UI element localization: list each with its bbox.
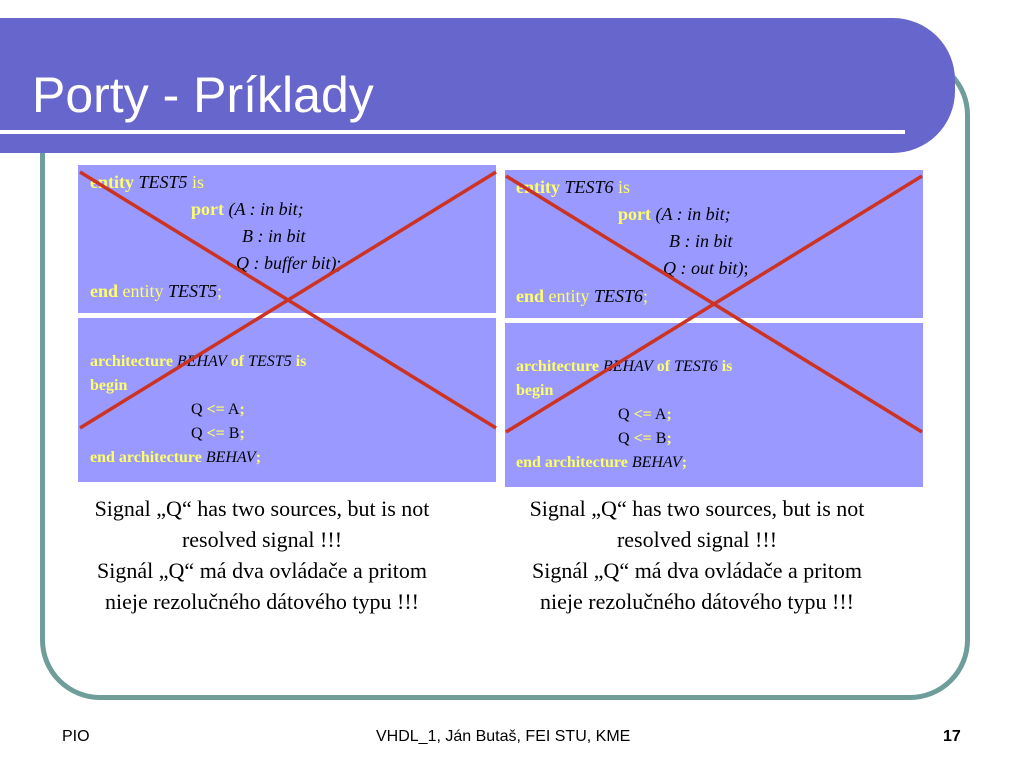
left-end-name: TEST5: [168, 281, 218, 301]
left-assign2-rhs: B: [228, 425, 240, 442]
right-assign2-semi: ;: [666, 430, 672, 447]
left-arch-is: is: [295, 353, 307, 370]
left-caption-line-1: Signal „Q“ has two sources, but is not: [94, 496, 430, 521]
right-port-b: B : in bit: [669, 231, 733, 251]
right-caption-line-4: nieje rezolučného dátového typu !!!: [540, 589, 854, 614]
left-caption: Signal „Q“ has two sources, but is not r…: [42, 493, 482, 617]
right-assign2-lhs: Q: [618, 430, 630, 447]
left-end-entity-keyword: entity: [122, 281, 164, 301]
footer-left: PIO: [62, 728, 90, 745]
left-port-end: ;: [336, 253, 342, 273]
title-underline: [0, 130, 905, 134]
page-number: 17: [943, 728, 961, 745]
left-end-semi: ;: [217, 281, 223, 301]
left-port-q: Q : buffer bit): [236, 253, 337, 273]
left-caption-line-2: resolved signal !!!: [181, 527, 343, 552]
left-end-arch-name: BEHAV: [205, 449, 256, 466]
left-assign2-op: <=: [206, 425, 225, 442]
right-assign1-semi: ;: [666, 406, 672, 423]
right-end-arch-name: BEHAV: [631, 454, 682, 471]
right-end-arch-semi: ;: [681, 454, 688, 471]
right-entity-name: TEST6: [564, 177, 614, 197]
left-port-a: (A : in bit;: [228, 199, 304, 219]
slide-title: Porty - Príklady: [32, 67, 374, 123]
left-end-arch-semi: ;: [255, 449, 262, 466]
left-of-keyword: of: [230, 353, 245, 370]
right-port-keyword: port: [618, 204, 651, 224]
right-assign1-rhs: A: [654, 406, 667, 423]
right-end-keyword: end: [516, 286, 545, 306]
right-assign2-rhs: B: [655, 430, 667, 447]
left-arch-entity: TEST5: [248, 353, 292, 370]
right-end-name: TEST6: [594, 286, 644, 306]
left-arch-name: BEHAV: [176, 353, 227, 370]
right-port-a: (A : in bit;: [655, 204, 731, 224]
left-assign1-semi: ;: [239, 401, 245, 418]
right-of-keyword: of: [656, 358, 671, 375]
left-caption-line-4: nieje rezolučného dátového typu !!!: [105, 589, 419, 614]
left-is-keyword: is: [192, 172, 205, 192]
left-assign2-lhs: Q: [191, 425, 203, 442]
left-end-keyword: end: [90, 281, 119, 301]
right-entity-keyword: entity: [516, 177, 560, 197]
left-assign1-lhs: Q: [191, 401, 203, 418]
right-arch-is: is: [721, 358, 733, 375]
left-port-b: B : in bit: [242, 226, 306, 246]
left-end-arch-keyword: end architecture: [90, 449, 202, 466]
right-begin-keyword: begin: [516, 382, 554, 399]
right-caption-line-2: resolved signal !!!: [616, 527, 778, 552]
left-entity-box: entity TEST5 is port (A : in bit; B : in…: [78, 165, 496, 313]
right-assign1-lhs: Q: [618, 406, 630, 423]
right-assign2-op: <=: [633, 430, 652, 447]
right-entity-box: entity TEST6 is port (A : in bit; B : in…: [505, 170, 923, 318]
left-assign2-semi: ;: [239, 425, 245, 442]
left-entity-name: TEST5: [138, 172, 188, 192]
left-assign1-rhs: A: [227, 401, 240, 418]
left-entity-keyword: entity: [90, 172, 134, 192]
right-arch-entity: TEST6: [674, 358, 718, 375]
right-end-entity-keyword: entity: [548, 286, 590, 306]
left-port-keyword: port: [191, 199, 224, 219]
right-caption-line-1: Signal „Q“ has two sources, but is not: [529, 496, 865, 521]
left-assign1-op: <=: [206, 401, 225, 418]
right-caption-line-3: Signál „Q“ má dva ovládače a pritom: [532, 558, 862, 583]
right-assign1-op: <=: [633, 406, 652, 423]
right-port-end: ;: [743, 258, 749, 278]
right-arch-keyword: architecture: [516, 358, 599, 375]
right-is-keyword: is: [618, 177, 631, 197]
right-end-arch-keyword: end architecture: [516, 454, 628, 471]
right-arch-name: BEHAV: [602, 358, 653, 375]
right-port-q: Q : out bit): [663, 258, 744, 278]
left-arch-keyword: architecture: [90, 353, 173, 370]
left-begin-keyword: begin: [90, 377, 128, 394]
right-caption: Signal „Q“ has two sources, but is not r…: [477, 493, 917, 617]
left-caption-line-3: Signál „Q“ má dva ovládače a pritom: [97, 558, 427, 583]
right-end-semi: ;: [643, 286, 649, 306]
footer-center: VHDL_1, Ján Butaš, FEI STU, KME: [376, 728, 631, 745]
left-architecture-box: architecture BEHAV of TEST5 is begin Q <…: [78, 318, 496, 482]
right-architecture-box: architecture BEHAV of TEST6 is begin Q <…: [505, 323, 923, 487]
